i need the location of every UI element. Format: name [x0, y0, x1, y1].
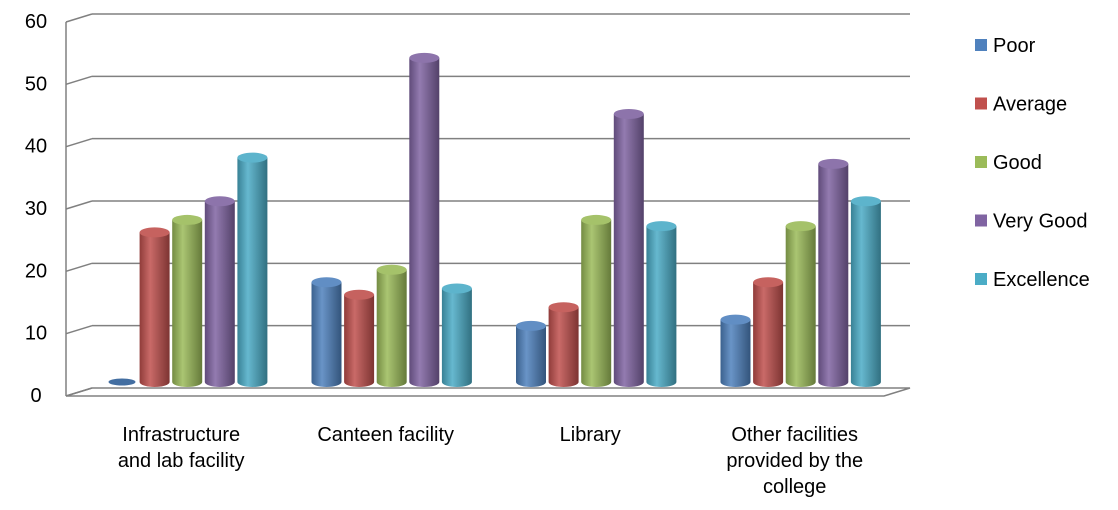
side-gridline [65, 262, 93, 273]
bar-top [850, 196, 881, 207]
y-tick-label: 50 [25, 73, 47, 95]
legend-swatch [975, 156, 987, 168]
bar-body [818, 163, 849, 387]
legend-item: Poor [975, 35, 1036, 57]
side-gridline [65, 75, 93, 86]
floor [65, 387, 911, 397]
legend-item: Average [975, 94, 1067, 116]
bar-top [344, 289, 375, 300]
side-gridline [65, 324, 93, 335]
bar-body [516, 325, 546, 387]
x-axis-categories: Infrastructure and lab facility Canteen fa… [118, 424, 863, 498]
side-gridline [65, 13, 93, 23]
bar-body [376, 269, 407, 387]
bar-excellence [850, 196, 881, 387]
bar-body [344, 294, 375, 387]
bar-body [581, 219, 612, 387]
y-axis-ticks: 0 10 20 30 40 50 60 [25, 11, 47, 407]
side-gridline [65, 137, 93, 148]
bar-excellence [441, 283, 472, 387]
bar-body [720, 319, 751, 387]
bar-top [753, 277, 784, 288]
side-gridline [65, 387, 93, 397]
bar-top [548, 302, 579, 313]
side-gridline [65, 200, 93, 210]
legend-item: Very Good [975, 211, 1088, 233]
bar-very-good [409, 52, 440, 387]
bar-poor [311, 277, 342, 387]
bar-body [204, 201, 235, 387]
bar-top [172, 214, 203, 225]
bar-good [581, 214, 612, 387]
y-tick-label: 60 [25, 11, 47, 33]
legend-label: Excellence [993, 269, 1090, 291]
bar-top [785, 221, 816, 232]
bar-top [581, 214, 612, 225]
bar-body [548, 307, 579, 387]
bar-body [646, 226, 677, 387]
bar-top [720, 314, 751, 325]
bar-average [139, 227, 170, 387]
y-tick-label: 10 [25, 323, 47, 345]
bar-body [311, 282, 342, 387]
bar-top [516, 320, 546, 331]
legend-swatch [975, 273, 987, 285]
bar-top [646, 221, 677, 232]
bar-top [139, 227, 170, 238]
bar-good [376, 264, 407, 387]
bar-body [785, 226, 816, 387]
bar-very-good [818, 158, 849, 387]
bar-poor [516, 320, 546, 387]
bar-good [785, 221, 816, 387]
bar-body [850, 201, 881, 387]
legend-label: Poor [993, 35, 1036, 57]
bars [108, 52, 881, 387]
bar-top [818, 158, 849, 169]
legend: Poor Average Good Very Good Excellence [975, 35, 1090, 291]
bar-top [613, 108, 644, 119]
bar-body [613, 113, 644, 387]
x-category-label: Infrastructure and lab facility [118, 424, 245, 472]
legend-label: Average [993, 94, 1067, 116]
bar-top [441, 283, 472, 294]
x-category-label: Other facilities provided by the college [726, 424, 863, 498]
bar-body [139, 232, 170, 387]
bar-very-good [613, 108, 644, 387]
bar-top [237, 152, 268, 163]
x-category-label: Canteen facility [317, 424, 454, 446]
legend-item: Excellence [975, 269, 1090, 291]
bar-top [409, 52, 440, 63]
bar-poor [720, 314, 751, 387]
bar-average [548, 302, 579, 387]
bar-top [108, 378, 136, 386]
bar-average [753, 277, 784, 387]
legend-label: Good [993, 152, 1042, 174]
legend-item: Good [975, 152, 1042, 174]
bar-top [376, 264, 407, 275]
y-tick-label: 0 [30, 385, 41, 407]
bar-poor [108, 378, 136, 386]
bar-very-good [204, 196, 235, 387]
bar-excellence [237, 152, 268, 387]
legend-label: Very Good [993, 211, 1088, 233]
bar-top [204, 196, 235, 207]
legend-swatch [975, 97, 987, 110]
y-tick-label: 40 [25, 136, 47, 158]
y-tick-label: 30 [25, 198, 47, 220]
bar-excellence [646, 221, 677, 387]
bar-good [172, 214, 203, 387]
bar-body [237, 157, 268, 387]
bar-body [409, 57, 440, 387]
bar-average [344, 289, 375, 387]
bar-body [753, 282, 784, 387]
y-tick-label: 20 [25, 260, 47, 282]
legend-swatch [975, 214, 987, 227]
x-category-label: Library [560, 424, 621, 446]
legend-swatch [975, 39, 987, 51]
bar-body [441, 288, 472, 387]
bar-top [311, 277, 342, 288]
bar-body [172, 219, 203, 387]
